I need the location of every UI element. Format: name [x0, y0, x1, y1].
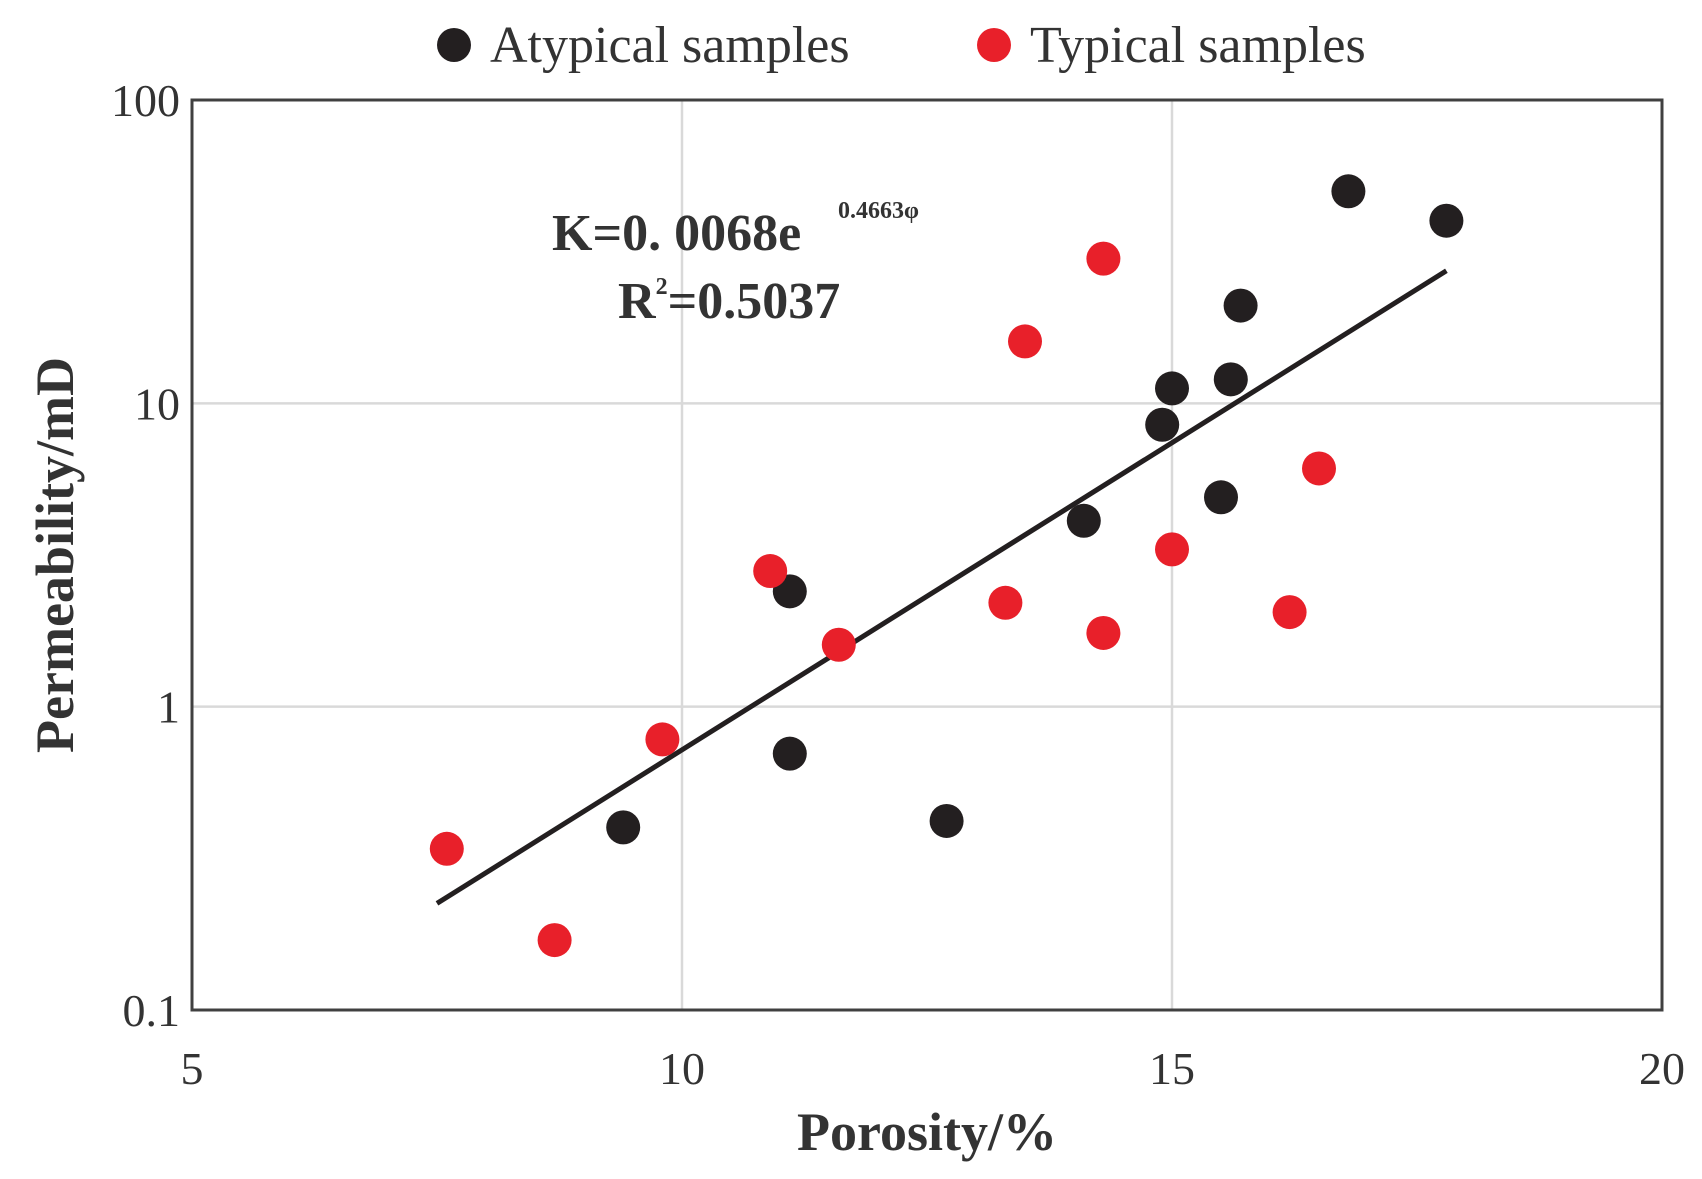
equation-main: K=0. 0068e: [552, 205, 801, 262]
atypical-sample-point: [1155, 371, 1189, 406]
legend: Atypical samples Typical samples: [437, 17, 1366, 74]
x-tick-label: 5: [181, 1043, 204, 1094]
typical-sample-point: [753, 554, 788, 589]
legend-label-atypical: Atypical samples: [490, 17, 850, 74]
typical-sample-point: [1086, 615, 1121, 650]
typical-sample-point: [429, 831, 464, 866]
r2-label: R2=0.5037: [618, 273, 840, 330]
x-tick-label: 10: [659, 1043, 705, 1094]
x-tick-label: 15: [1149, 1043, 1195, 1094]
atypical-sample-point: [1066, 503, 1101, 538]
y-axis-ticks: 0.1 1 10 100: [111, 75, 180, 1036]
atypical-sample-point: [1204, 480, 1238, 515]
legend-marker-atypical: [437, 28, 471, 62]
atypical-sample-point: [772, 736, 807, 771]
y-tick-label: 100: [111, 75, 180, 126]
r2-prefix: R: [618, 273, 657, 330]
plot-frame: [190, 98, 1664, 1012]
y-tick-label: 10: [134, 378, 180, 429]
y-tick-label: 1: [157, 682, 180, 733]
x-tick-label: 20: [1639, 1043, 1685, 1094]
equation-exponent: 0.4663φ: [838, 198, 919, 224]
legend-label-typical: Typical samples: [1030, 17, 1366, 74]
x-axis-label: Porosity/%: [797, 1102, 1057, 1162]
atypical-sample-point: [1223, 288, 1258, 323]
typical-sample-point: [645, 722, 680, 757]
atypical-sample-point: [1145, 407, 1180, 442]
typical-sample-point: [537, 923, 572, 958]
y-tick-label: 0.1: [123, 985, 181, 1036]
typical-sample-point: [988, 585, 1023, 620]
equation-annotation: K=0. 0068e 0.4663φ R2=0.5037: [552, 198, 919, 330]
typical-sample-point: [1086, 241, 1121, 276]
atypical-sample-point: [1331, 174, 1366, 209]
atypical-sample-point: [1213, 362, 1248, 397]
atypical-sample-point: [1429, 203, 1464, 238]
typical-sample-point: [1155, 532, 1189, 567]
r2-value: =0.5037: [668, 273, 841, 330]
typical-sample-point: [1008, 324, 1042, 359]
legend-marker-typical: [977, 28, 1011, 62]
gridlines: [192, 100, 1662, 1010]
r2-superscript: 2: [656, 274, 668, 300]
typical-sample-point: [1302, 451, 1336, 486]
data-points: [429, 174, 1464, 958]
x-axis-ticks: 5 10 15 20: [181, 1043, 1686, 1094]
typical-sample-point: [821, 627, 856, 662]
atypical-sample-point: [929, 803, 964, 838]
typical-sample-point: [1272, 595, 1307, 630]
atypical-sample-point: [606, 810, 641, 845]
y-axis-label: Permeability/mD: [25, 357, 85, 753]
trendline: [435, 268, 1448, 906]
